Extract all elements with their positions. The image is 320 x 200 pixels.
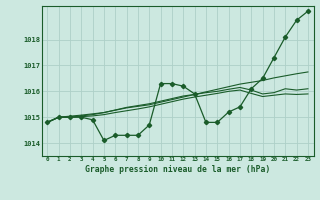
X-axis label: Graphe pression niveau de la mer (hPa): Graphe pression niveau de la mer (hPa) xyxy=(85,165,270,174)
